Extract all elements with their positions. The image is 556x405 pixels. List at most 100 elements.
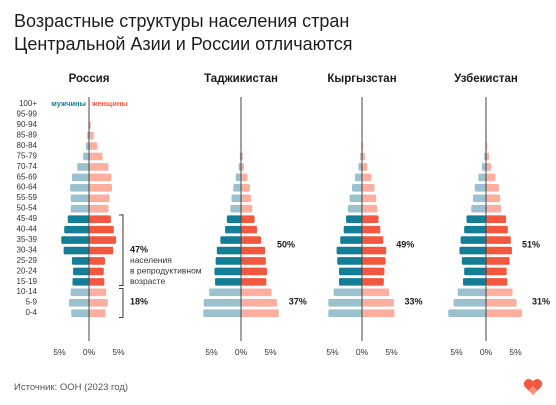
reproductive-share-label: 51%: [522, 239, 540, 249]
bar-female: [486, 194, 501, 203]
bar-female: [362, 184, 375, 192]
x-tick-label: 5%: [53, 347, 66, 357]
age-label: 70-74: [17, 162, 38, 171]
bar-female: [362, 278, 384, 286]
bar-female: [241, 194, 252, 203]
age-label: 60-64: [17, 183, 38, 192]
bar-female: [362, 215, 379, 223]
bar-female: [241, 309, 279, 318]
reproductive-share-note: населения в репродуктивном возрасте: [130, 255, 202, 286]
x-tick-label: 5%: [509, 347, 522, 357]
bar-male: [464, 225, 486, 234]
bar-male: [226, 215, 241, 223]
bar-female: [486, 267, 507, 276]
bar-female: [241, 173, 248, 182]
age-label: 85-89: [17, 130, 38, 139]
reproductive-bracket: [119, 214, 124, 287]
bar-male: [459, 246, 486, 255]
bar-female: [362, 257, 386, 265]
bar-female: [241, 246, 266, 255]
bar-female: [89, 246, 114, 255]
bar-female: [362, 288, 390, 297]
bar-male: [215, 257, 241, 265]
bar-female: [486, 236, 511, 244]
reproductive-share-label: 50%: [277, 239, 295, 249]
bar-male: [471, 204, 486, 213]
bar-male: [473, 194, 486, 203]
bar-female: [89, 278, 105, 286]
bar-male: [466, 215, 486, 223]
bar-male: [220, 236, 241, 244]
country-title: Узбекистан: [454, 73, 518, 85]
age-label: 55-59: [17, 193, 38, 202]
bar-female: [89, 298, 108, 307]
bar-male: [230, 204, 241, 213]
x-tick-label: 5%: [205, 347, 218, 357]
age-label: 75-79: [17, 151, 38, 160]
age-label: 20-24: [17, 266, 38, 275]
bar-female: [362, 194, 377, 203]
reproductive-share-label: 49%: [396, 239, 414, 249]
bar-female: [241, 204, 253, 213]
x-tick-label: 0%: [235, 347, 248, 357]
bar-female: [362, 246, 387, 255]
bar-female: [89, 215, 111, 223]
country-title: Россия: [69, 73, 110, 85]
age-label: 15-19: [17, 277, 38, 286]
bar-male: [358, 163, 362, 171]
bar-male: [235, 173, 241, 182]
bar-female: [89, 184, 113, 192]
bar-female: [486, 225, 508, 234]
bar-male: [215, 278, 241, 286]
bar-female: [89, 288, 107, 297]
bar-male: [86, 142, 89, 150]
bar-male: [478, 173, 486, 182]
age-label: 40-44: [17, 225, 38, 234]
bar-male: [457, 288, 486, 297]
age-label: 30-34: [17, 245, 38, 254]
x-tick-label: 5%: [264, 347, 277, 357]
bar-female: [486, 184, 499, 192]
bar-female: [486, 246, 512, 255]
x-tick-label: 5%: [385, 347, 398, 357]
bar-female: [241, 236, 262, 244]
age-label: 80-84: [17, 141, 38, 150]
bar-female: [486, 204, 502, 213]
bar-female: [486, 298, 517, 307]
reproductive-share-label: 47%: [130, 244, 148, 254]
age-label: 35-39: [17, 235, 38, 244]
bar-male: [328, 298, 362, 307]
bar-male: [338, 278, 362, 286]
bar-female: [362, 225, 381, 234]
bar-male: [328, 309, 362, 318]
age-label: 95-99: [17, 110, 38, 119]
legend-female: женщины: [91, 99, 128, 108]
bar-female: [241, 267, 267, 276]
age-label: 45-49: [17, 214, 38, 223]
bar-female: [241, 163, 244, 171]
bar-female: [89, 194, 110, 203]
bar-male: [61, 236, 89, 244]
bar-female: [362, 204, 378, 213]
age-label: 50-54: [17, 204, 38, 213]
bar-female: [486, 288, 513, 297]
bar-male: [340, 236, 362, 244]
page-title: Возрастные структуры населения стран Цен…: [14, 11, 353, 54]
bar-male: [67, 215, 89, 223]
bar-female: [362, 309, 395, 318]
age-label: 5-9: [25, 298, 37, 307]
bar-female: [89, 173, 112, 182]
bar-female: [89, 236, 117, 244]
bar-female: [241, 184, 250, 192]
bar-male: [225, 225, 241, 234]
bar-male: [209, 288, 241, 297]
bar-female: [486, 173, 496, 182]
bar-male: [71, 309, 89, 318]
bar-female: [362, 173, 372, 182]
bar-male: [231, 194, 241, 203]
bar-male: [351, 184, 362, 192]
bar-male: [71, 257, 89, 265]
bar-female: [362, 267, 385, 276]
bar-female: [362, 298, 394, 307]
